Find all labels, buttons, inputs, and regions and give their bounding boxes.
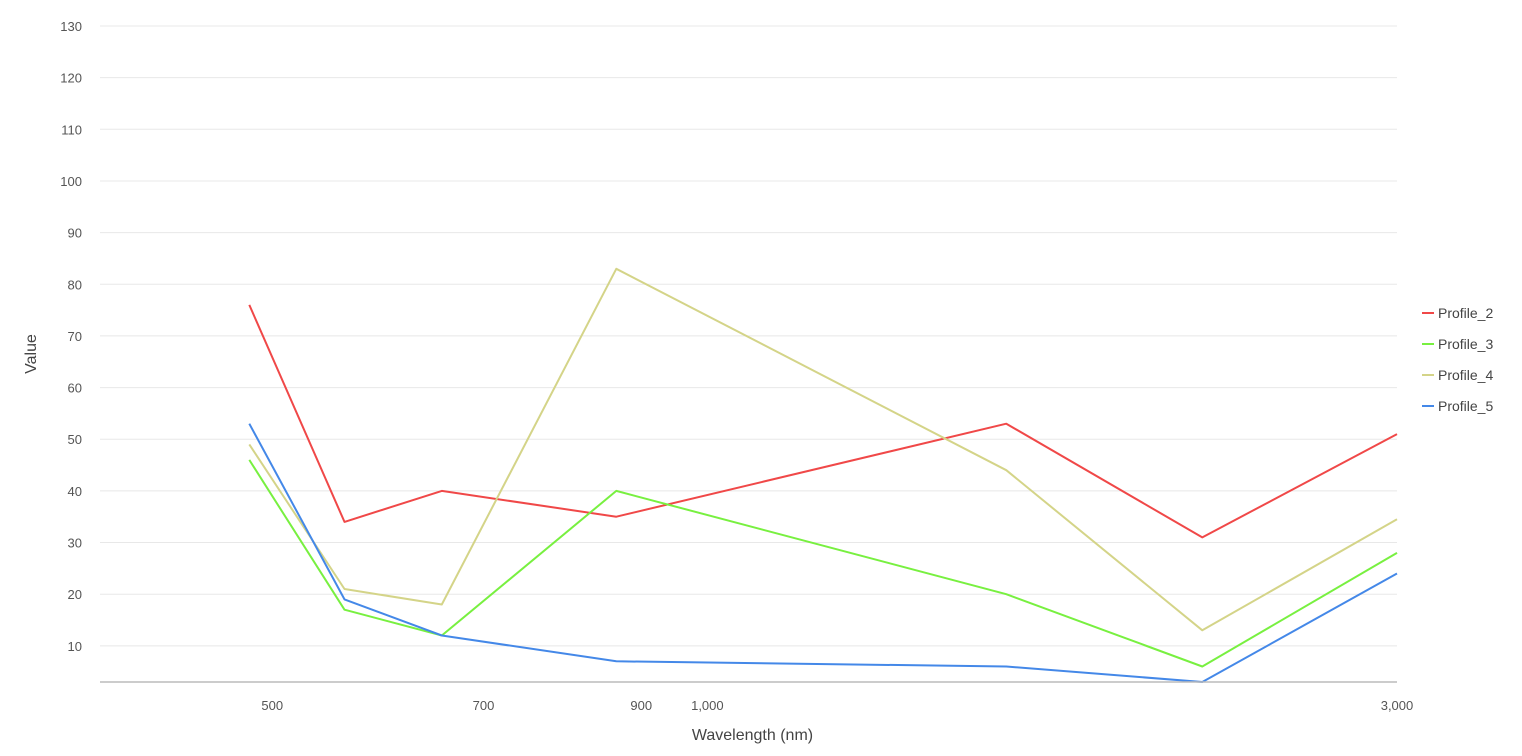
legend-label: Profile_2 [1438,305,1493,321]
y-tick-label: 50 [68,432,82,447]
x-tick-label: 1,000 [691,698,724,713]
y-tick-label: 130 [60,19,82,34]
legend-label: Profile_4 [1438,367,1493,383]
x-tick-label: 500 [261,698,283,713]
y-tick-label: 30 [68,536,82,551]
y-tick-label: 100 [60,174,82,189]
legend-item[interactable]: Profile_3 [1422,336,1493,352]
y-tick-label: 60 [68,381,82,396]
y-tick-label: 90 [68,226,82,241]
legend-item[interactable]: Profile_5 [1422,398,1493,414]
y-tick-label: 120 [60,71,82,86]
series-line-profile-5[interactable] [248,423,1398,683]
x-axis-title: Wavelength (nm) [692,727,813,744]
x-tick-label: 700 [473,698,495,713]
series-line-profile-3[interactable] [248,459,1398,668]
x-tick-label: 900 [630,698,652,713]
x-axis-ticks: 500 700 900 1,000 3,000 [261,698,1413,713]
series-line-profile-4[interactable] [248,267,1398,632]
x-tick-label: 3,000 [1381,698,1414,713]
legend: Profile_2 Profile_3 Profile_4 Profile_5 [1422,305,1493,414]
y-tick-label: 40 [68,484,82,499]
grid [100,25,1397,647]
y-tick-label: 20 [68,587,82,602]
legend-item[interactable]: Profile_4 [1422,367,1493,383]
y-tick-label: 10 [68,639,82,654]
legend-label: Profile_3 [1438,336,1493,352]
legend-label: Profile_5 [1438,398,1493,414]
y-axis-title: Value [23,334,40,374]
series-layer [248,267,1398,683]
y-tick-label: 70 [68,329,82,344]
legend-item[interactable]: Profile_2 [1422,305,1493,321]
y-axis-ticks: 10 20 30 40 50 60 70 80 90 100 110 120 130 [60,19,82,654]
y-tick-label: 80 [68,277,82,292]
y-tick-label: 110 [61,122,82,137]
series-line-profile-2[interactable] [248,304,1398,539]
